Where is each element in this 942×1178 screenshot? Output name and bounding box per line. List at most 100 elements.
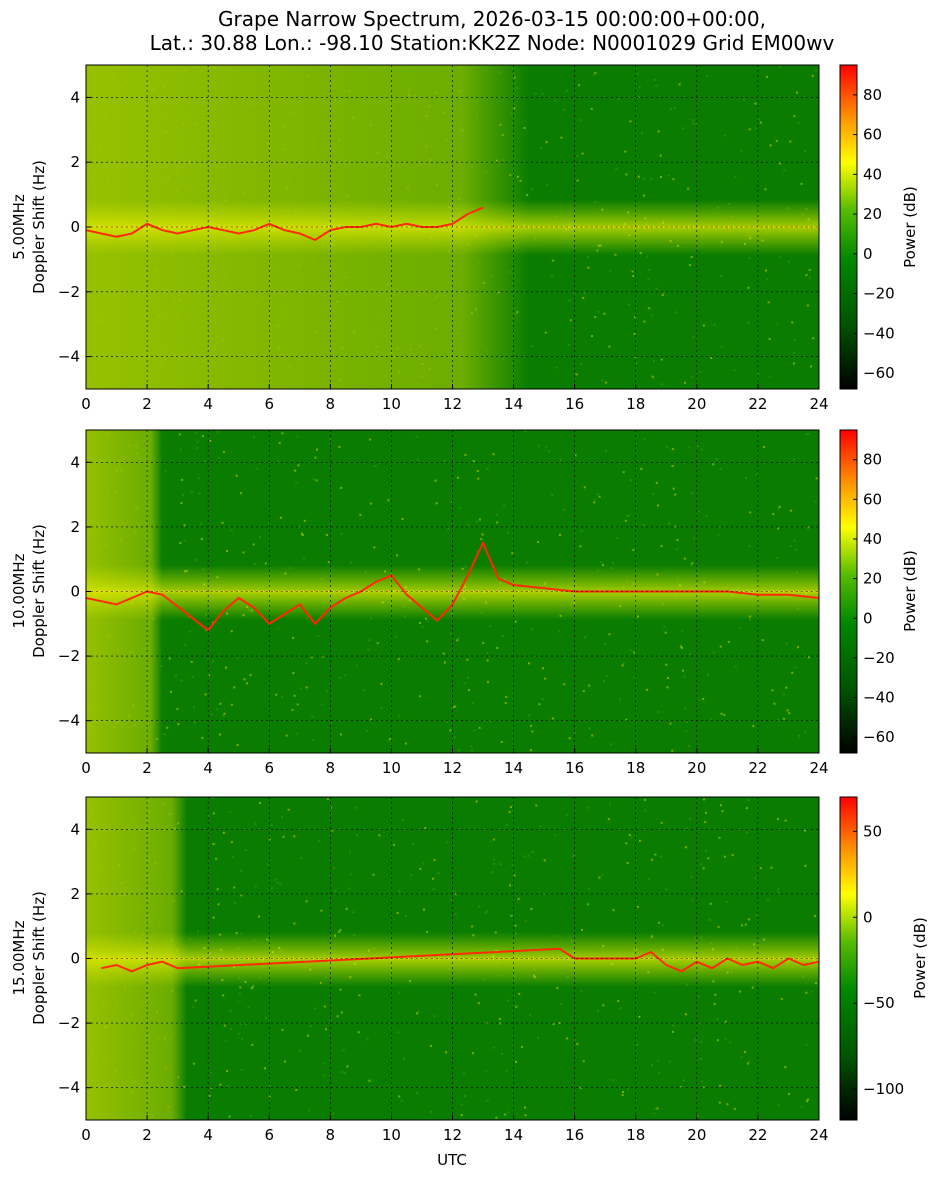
noise-speck: [767, 301, 770, 304]
noise-speck: [333, 867, 336, 870]
noise-speck: [507, 1111, 510, 1114]
noise-speck: [746, 831, 748, 834]
noise-speck: [424, 827, 427, 830]
noise-speck: [295, 481, 298, 484]
x-tick-label: 22: [748, 1126, 767, 1144]
noise-speck: [717, 534, 720, 537]
noise-speck: [790, 544, 793, 547]
y-ticks: 4 2 0 −2 −4: [58, 88, 91, 366]
noise-speck: [580, 119, 583, 122]
noise-speck: [432, 877, 435, 880]
x-tick-label: 8: [326, 1126, 336, 1144]
noise-speck: [217, 456, 220, 459]
noise-speck: [450, 501, 453, 504]
noise-speck: [700, 863, 703, 866]
noise-speck: [582, 1060, 585, 1063]
noise-speck: [551, 275, 553, 278]
noise-speck: [608, 802, 611, 805]
noise-speck: [814, 915, 817, 917]
colorbar-tick-label: 40: [863, 530, 882, 548]
noise-speck: [545, 141, 548, 144]
noise-speck: [718, 836, 721, 839]
noise-speck: [638, 95, 640, 98]
noise-speck: [648, 268, 651, 271]
noise-speck: [747, 286, 750, 289]
noise-speck: [190, 660, 193, 663]
noise-speck: [168, 657, 171, 660]
noise-speck: [603, 680, 605, 683]
noise-speck: [593, 501, 596, 504]
x-tick-label: 16: [565, 395, 584, 413]
noise-speck: [380, 682, 383, 685]
noise-speck: [214, 842, 217, 845]
noise-speck: [426, 640, 429, 643]
noise-speck: [193, 706, 195, 709]
noise-speck: [449, 898, 452, 901]
noise-speck: [680, 645, 683, 648]
noise-speck: [252, 543, 255, 546]
noise-speck: [433, 1015, 436, 1018]
noise-speck: [541, 698, 544, 700]
noise-speck: [777, 718, 779, 721]
noise-speck: [462, 1072, 465, 1075]
noise-speck: [643, 438, 646, 441]
noise-speck: [314, 1007, 316, 1010]
noise-speck: [653, 78, 656, 81]
noise-speck: [771, 689, 774, 692]
noise-speck: [636, 906, 639, 908]
y-tick-label: −2: [58, 1014, 80, 1032]
noise-speck: [621, 1094, 624, 1097]
noise-speck: [748, 918, 751, 921]
noise-speck: [655, 84, 658, 87]
noise-speck: [617, 1000, 620, 1002]
noise-speck: [198, 492, 201, 495]
noise-speck: [485, 910, 488, 913]
noise-speck: [321, 655, 324, 658]
noise-speck: [296, 703, 299, 706]
noise-speck: [222, 714, 225, 717]
noise-speck: [784, 819, 787, 822]
noise-speck: [710, 717, 713, 720]
noise-speck: [687, 187, 690, 190]
noise-speck: [612, 562, 614, 565]
noise-speck: [690, 256, 693, 259]
noise-speck: [229, 810, 232, 813]
noise-speck: [311, 715, 314, 718]
noise-speck: [282, 835, 285, 838]
noise-speck: [713, 323, 716, 326]
noise-speck: [645, 688, 648, 691]
noise-speck: [751, 986, 754, 989]
noise-speck: [368, 438, 371, 441]
noise-speck: [777, 1104, 780, 1107]
noise-speck: [359, 513, 362, 516]
noise-speck: [417, 1010, 420, 1013]
x-tick-label: 12: [443, 759, 462, 777]
noise-speck: [419, 695, 422, 698]
noise-speck: [197, 930, 200, 933]
x-tick-label: 2: [142, 395, 152, 413]
noise-speck: [475, 520, 478, 523]
noise-speck: [464, 1095, 466, 1098]
noise-speck: [430, 1110, 432, 1113]
noise-speck: [671, 465, 674, 467]
noise-speck: [478, 905, 481, 908]
noise-speck: [209, 1071, 212, 1074]
noise-speck: [723, 855, 726, 858]
noise-speck: [636, 72, 639, 75]
noise-speck: [278, 442, 281, 444]
noise-speck: [276, 881, 279, 884]
noise-speck: [415, 1092, 418, 1094]
noise-speck: [394, 635, 397, 638]
x-tick-label: 14: [504, 1126, 523, 1144]
noise-speck: [354, 806, 357, 809]
noise-speck: [509, 884, 511, 887]
noise-speck: [706, 75, 709, 77]
noise-speck: [318, 839, 320, 842]
noise-speck: [657, 921, 660, 924]
noise-speck: [693, 537, 696, 540]
noise-speck: [423, 908, 425, 911]
noise-speck: [733, 1107, 736, 1110]
noise-speck: [416, 1012, 419, 1015]
noise-speck: [552, 1023, 555, 1026]
noise-speck: [253, 436, 256, 439]
